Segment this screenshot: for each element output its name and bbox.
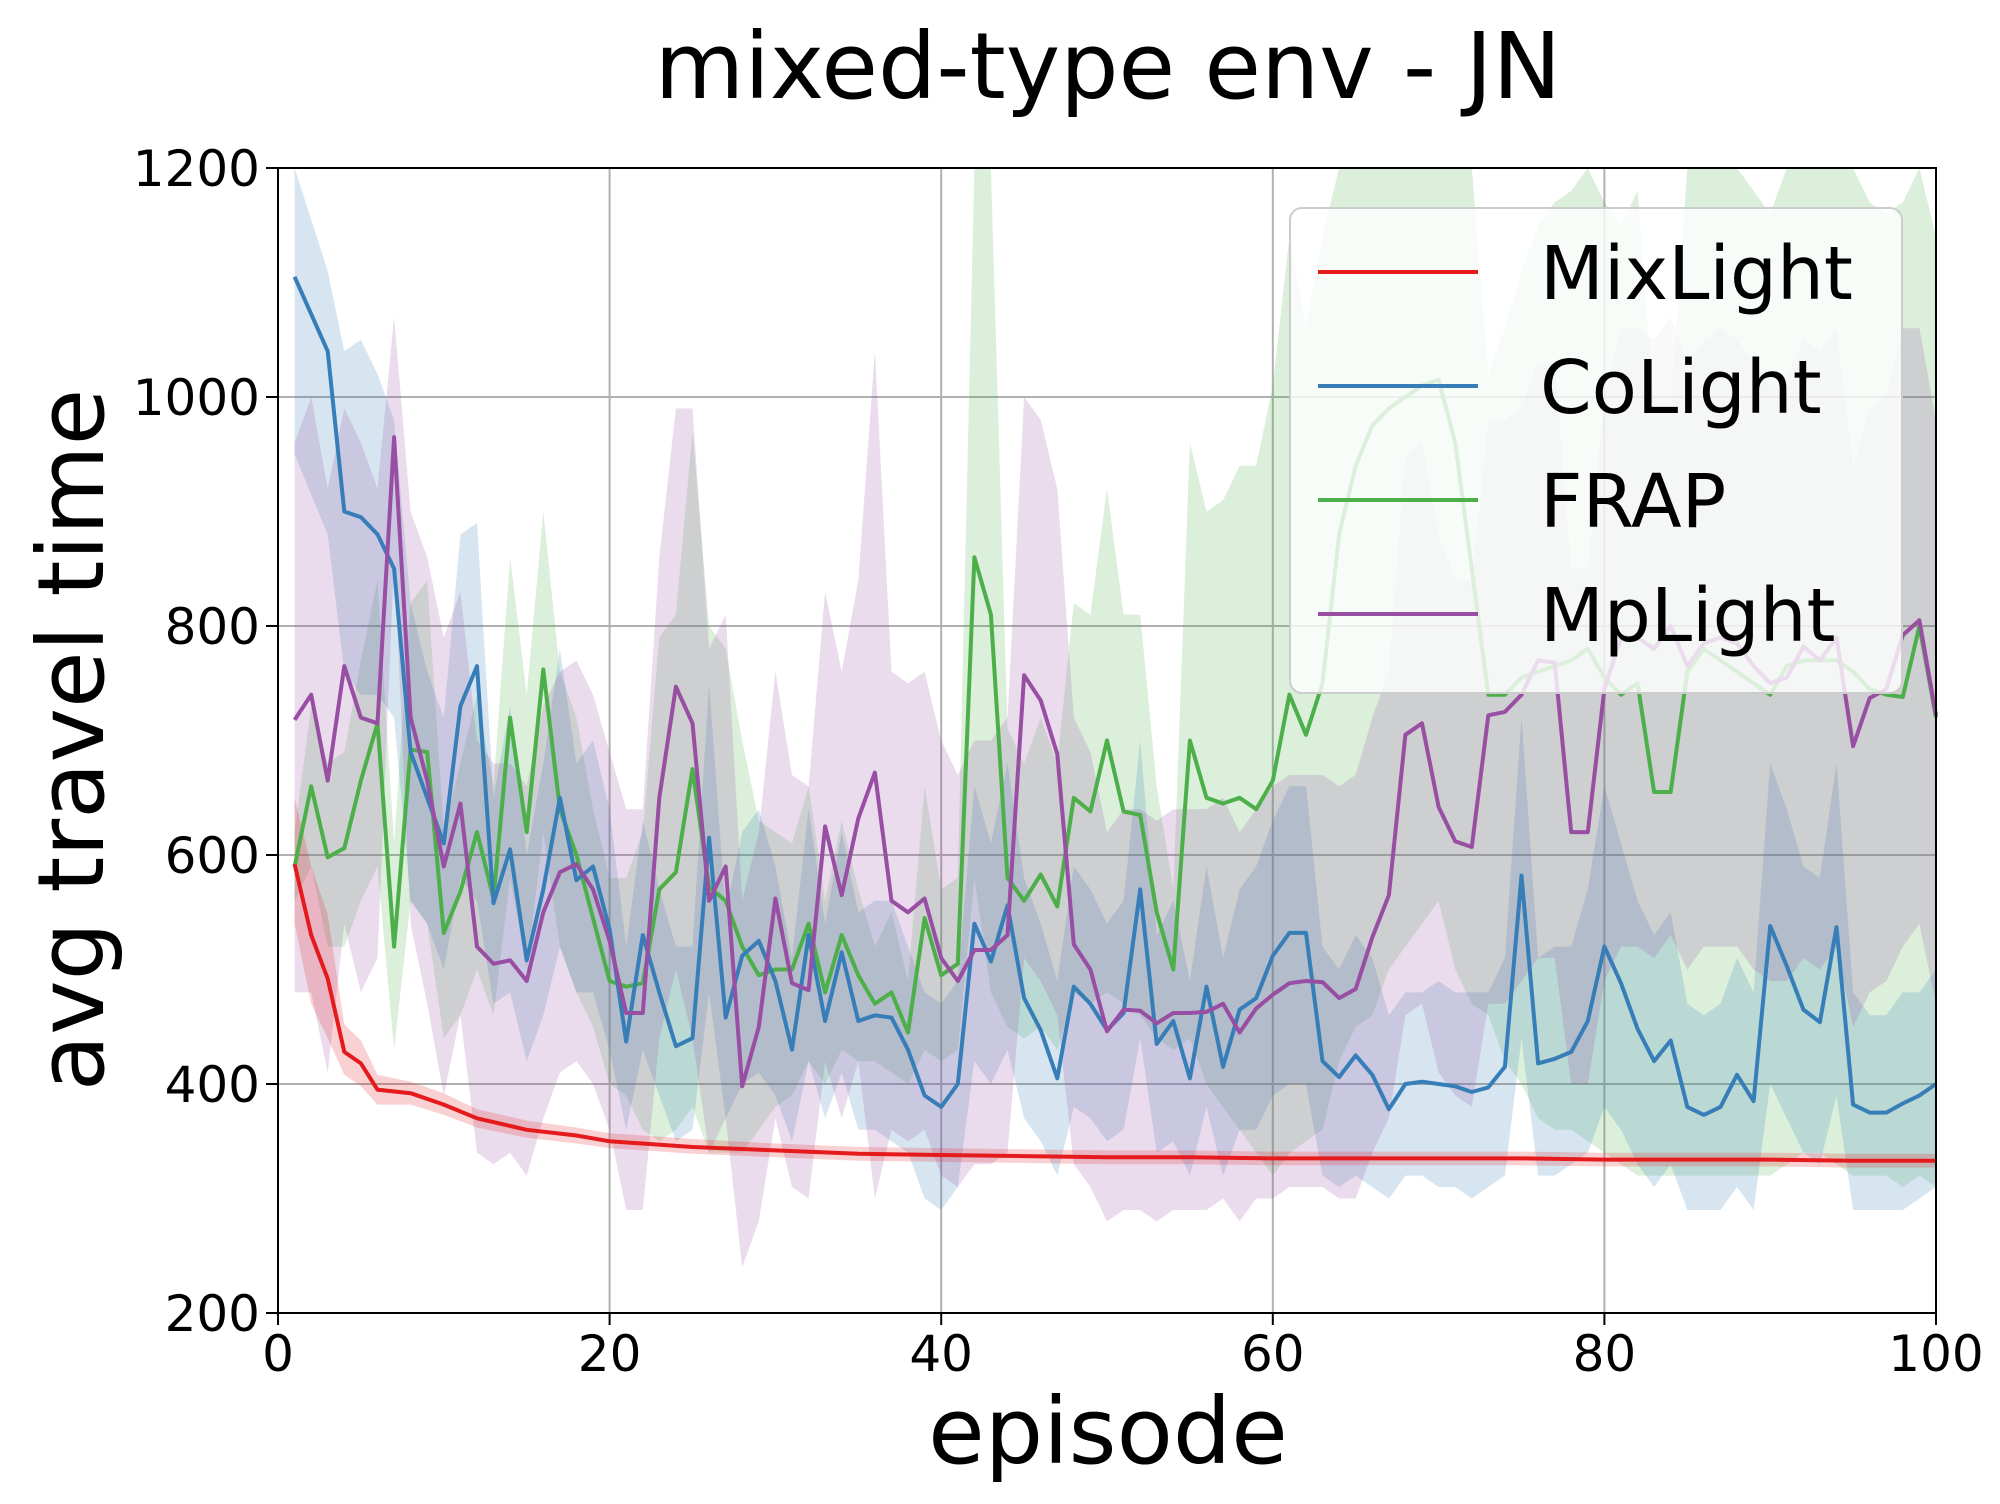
legend-label-mixlight: MixLight [1540,231,1853,317]
x-tick-label: 60 [1241,1325,1305,1383]
x-tick-label: 20 [578,1325,642,1383]
y-axis-label: avg travel time [18,389,125,1091]
legend-label-colight: CoLight [1540,345,1822,431]
y-tick-label: 1200 [133,140,260,198]
y-tick-label: 1000 [133,369,260,427]
legend: MixLight CoLight FRAP MpLight [1289,207,1903,694]
legend-label-frap: FRAP [1540,459,1726,545]
y-tick-label: 800 [165,598,260,656]
y-axis-ticks: 200 400 600 800 1000 1200 [133,140,278,1343]
legend-label-mplight: MpLight [1540,573,1836,659]
legend-box [1289,207,1903,694]
x-tick-label: 0 [262,1325,294,1383]
chart-title: mixed-type env - JN [655,13,1562,120]
x-axis-ticks: 0 20 40 60 80 100 [262,1313,1984,1383]
confidence-band-colight [294,168,1937,1210]
x-axis-label: episode [928,1378,1288,1485]
plot-frame [277,167,1937,1314]
series-line-mixlight [292,863,1936,1163]
y-tick-label: 600 [165,827,260,885]
x-tick-label: 80 [1573,1325,1637,1383]
x-tick-label: 100 [1888,1325,1983,1383]
x-tick-label: 40 [909,1325,973,1383]
y-tick-label: 200 [165,1285,260,1343]
y-tick-label: 400 [165,1056,260,1114]
